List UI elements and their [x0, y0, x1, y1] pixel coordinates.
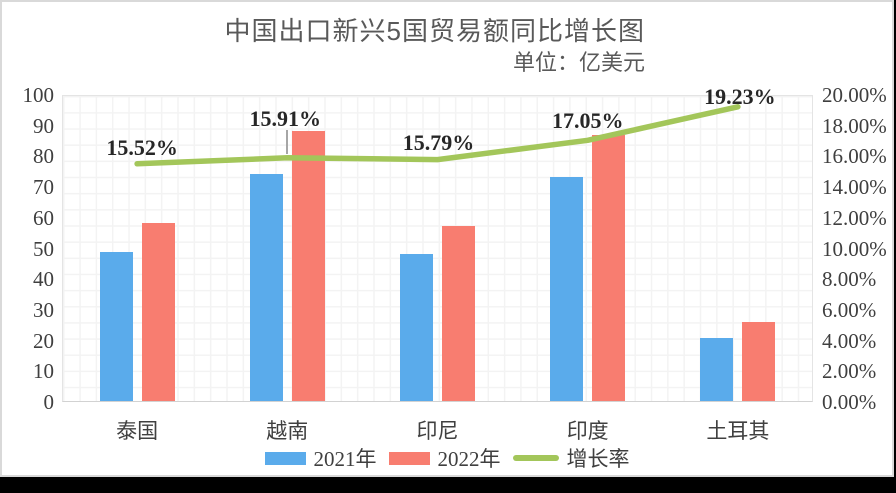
growth-data-label-2: 15.79%: [402, 129, 475, 155]
bar-2022-0: [141, 223, 175, 401]
left-axis-tick: 10: [33, 359, 54, 384]
growth-data-label-0: 15.52%: [106, 134, 178, 160]
legend-label-2021: 2021年: [313, 447, 377, 471]
legend-label-growth: 增长率: [566, 447, 630, 471]
legend-swatch-2021: [264, 451, 306, 465]
bar-2021-4: [700, 337, 734, 401]
bar-2022-3: [592, 134, 626, 401]
chart-subtitle-unit: 单位：亿美元: [512, 50, 645, 75]
right-axis-tick: 16.00%: [822, 144, 887, 169]
data-label-leader-line: [286, 129, 289, 154]
right-axis-tick: 14.00%: [822, 175, 887, 200]
right-axis-tick: 6.00%: [822, 297, 877, 322]
legend-swatch-2022: [388, 451, 430, 465]
legend-item-growth: 增长率: [512, 443, 630, 473]
left-axis-tick: 100: [22, 83, 55, 107]
category-label-3: 印度: [566, 420, 609, 443]
left-axis-tick: 30: [33, 297, 54, 322]
left-axis-tick: 40: [33, 267, 54, 292]
right-axis-tick: 18.00%: [822, 113, 887, 138]
growth-data-label-1: 15.91%: [249, 105, 322, 131]
right-axis-tick: 20.00%: [822, 83, 887, 107]
left-axis-tick: 0: [43, 390, 55, 414]
left-axis-tick: 50: [33, 236, 54, 261]
right-axis-tick: 0.00%: [822, 390, 877, 414]
chart-title-block: 中国出口新兴5国贸易额同比增长图 单位：亿美元: [2, 14, 645, 77]
bar-2022-2: [442, 226, 475, 401]
category-label-4: 土耳其: [706, 420, 770, 443]
growth-data-label-4: 19.23%: [704, 83, 776, 109]
bar-2022-4: [742, 321, 776, 401]
left-axis-tick: 90: [33, 113, 54, 138]
bar-2021-3: [550, 177, 584, 401]
left-axis-tick: 20: [33, 328, 54, 353]
legend: 2021年 2022年 增长率: [2, 443, 892, 473]
left-axis-tick: 60: [33, 205, 54, 230]
legend-item-2022: 2022年: [388, 443, 501, 473]
left-axis-tick: 70: [33, 175, 54, 200]
growth-data-label-3: 17.05%: [551, 108, 624, 134]
bar-2022-1: [291, 131, 325, 401]
bar-2021-1: [249, 174, 283, 401]
legend-label-2022: 2022年: [437, 447, 501, 471]
category-label-0: 泰国: [116, 420, 159, 443]
right-axis-tick: 8.00%: [822, 267, 877, 292]
right-axis-tick: 10.00%: [822, 236, 887, 261]
legend-line-swatch-growth: [512, 455, 559, 461]
bar-2021-2: [400, 254, 433, 401]
legend-item-2021: 2021年: [264, 443, 377, 473]
left-axis-tick: 80: [33, 144, 54, 169]
right-axis-tick: 12.00%: [822, 205, 887, 230]
bar-2021-0: [99, 252, 133, 401]
chart-panel: 中国出口新兴5国贸易额同比增长图 单位：亿美元 0 10 20 30 40 50 60 70 8…: [0, 0, 894, 477]
right-axis-tick: 2.00%: [822, 359, 877, 384]
category-label-2: 印尼: [416, 420, 459, 443]
right-axis-tick: 4.00%: [822, 328, 877, 353]
category-label-1: 越南: [266, 420, 309, 443]
chart-title: 中国出口新兴5国贸易额同比增长图: [224, 16, 645, 46]
